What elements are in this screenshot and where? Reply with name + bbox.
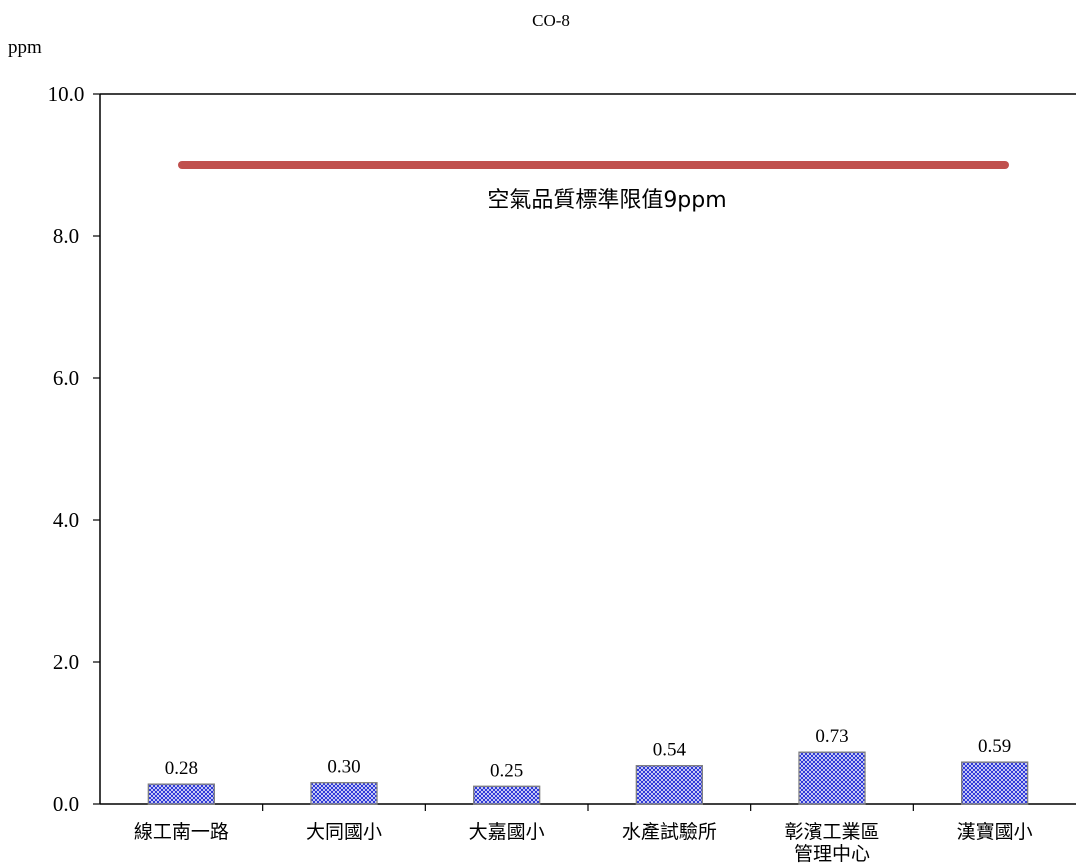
y-tick-label: 4.0 [53, 508, 79, 532]
bar [147, 783, 215, 805]
bar-value-label: 0.30 [327, 757, 360, 778]
y-tick-label: 6.0 [53, 366, 79, 390]
y-tick-label: 2.0 [53, 650, 79, 674]
x-tick-label: 大嘉國小 [469, 821, 545, 843]
bar [310, 782, 378, 805]
y-tick-label: 0.0 [53, 792, 79, 816]
y-tick-label: 8.0 [53, 224, 79, 248]
bar-value-label: 0.73 [815, 726, 848, 747]
y-axis-label: ppm [8, 37, 42, 58]
x-tick-label: 線工南一路 [134, 821, 229, 843]
bar-value-label: 0.25 [490, 760, 523, 781]
bar [961, 761, 1029, 805]
bar [473, 785, 541, 805]
x-tick-label: 漢寶國小 [957, 821, 1033, 843]
bar [798, 751, 866, 805]
bar-value-label: 0.59 [978, 736, 1011, 757]
y-tick-label: 10.0 [48, 82, 85, 106]
x-tick-label: 管理中心 [794, 843, 870, 865]
x-tick-label: 水產試驗所 [622, 821, 717, 843]
bar-value-label: 0.54 [653, 740, 687, 761]
chart-title: CO-8 [532, 11, 570, 30]
reference-line-label: 空氣品質標準限值9ppm [487, 188, 726, 213]
bar-value-label: 0.28 [165, 758, 198, 779]
bar [635, 765, 703, 805]
bars: 0.28 0.30 0.25 0.54 0.73 0.59 [147, 726, 1029, 805]
reference-line-group: 空氣品質標準限值9ppm [178, 161, 1009, 213]
y-axis-ticks: 0.0 2.0 4.0 6.0 8.0 10.0 [48, 82, 100, 816]
x-tick-label: 大同國小 [306, 821, 382, 843]
x-tick-label: 彰濱工業區 [784, 821, 879, 843]
